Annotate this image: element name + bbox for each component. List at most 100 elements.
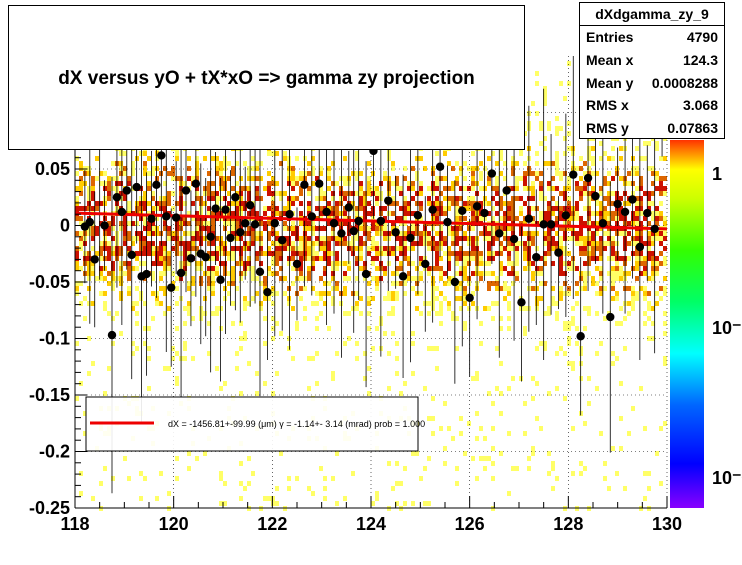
hist-cell: [215, 166, 219, 171]
hist-cell: [307, 201, 311, 206]
hist-cell: [507, 226, 511, 231]
hist-cell: [343, 191, 347, 196]
hist-cell: [79, 186, 83, 191]
hist-cell: [411, 226, 415, 231]
hist-cell: [355, 176, 359, 181]
hist-cell: [215, 191, 219, 196]
hist-cell: [275, 231, 279, 236]
hist-cell: [599, 201, 603, 206]
hist-cell: [483, 236, 487, 241]
hist-cell: [83, 431, 87, 436]
hist-cell: [183, 241, 187, 246]
hist-cell: [163, 181, 167, 186]
hist-cell: [555, 476, 559, 481]
hist-cell: [547, 246, 551, 251]
hist-cell: [487, 251, 491, 256]
hist-cell: [515, 161, 519, 166]
hist-cell: [491, 231, 495, 236]
hist-cell: [163, 311, 167, 316]
hist-cell: [619, 321, 623, 326]
hist-cell: [239, 246, 243, 251]
hist-cell: [611, 351, 615, 356]
hist-cell: [635, 241, 639, 246]
hist-cell: [611, 211, 615, 216]
hist-cell: [79, 221, 83, 226]
hist-cell: [251, 211, 255, 216]
hist-cell: [87, 266, 91, 271]
hist-cell: [91, 266, 95, 271]
hist-cell: [419, 181, 423, 186]
hist-cell: [327, 241, 331, 246]
hist-cell: [651, 216, 655, 221]
hist-cell: [187, 306, 191, 311]
hist-cell: [231, 231, 235, 236]
hist-cell: [659, 251, 663, 256]
hist-cell: [191, 281, 195, 286]
hist-cell: [651, 261, 655, 266]
hist-cell: [595, 171, 599, 176]
hist-cell: [587, 311, 591, 316]
hist-cell: [319, 196, 323, 201]
hist-cell: [239, 256, 243, 261]
hist-cell: [639, 156, 643, 161]
y-tick-label: 0.05: [35, 159, 70, 179]
hist-cell: [511, 376, 515, 381]
hist-cell: [619, 446, 623, 451]
hist-cell: [395, 201, 399, 206]
hist-cell: [631, 406, 635, 411]
hist-cell: [123, 216, 127, 221]
hist-cell: [587, 251, 591, 256]
hist-cell: [291, 306, 295, 311]
hist-cell: [215, 246, 219, 251]
hist-cell: [507, 291, 511, 296]
hist-cell: [635, 171, 639, 176]
hist-cell: [143, 196, 147, 201]
hist-cell: [235, 261, 239, 266]
colorbar-label-2: 10⁻¹: [712, 318, 742, 338]
hist-cell: [375, 251, 379, 256]
hist-cell: [79, 191, 83, 196]
hist-cell: [523, 266, 527, 271]
hist-cell: [559, 241, 563, 246]
hist-cell: [543, 341, 547, 346]
hist-cell: [523, 161, 527, 166]
hist-cell: [599, 266, 603, 271]
hist-cell: [607, 211, 611, 216]
hist-cell: [611, 446, 615, 451]
hist-cell: [511, 241, 515, 246]
hist-cell: [275, 321, 279, 326]
hist-cell: [87, 301, 91, 306]
hist-cell: [351, 206, 355, 211]
hist-cell: [279, 256, 283, 261]
hist-cell: [171, 171, 175, 176]
hist-cell: [151, 226, 155, 231]
hist-cell: [359, 256, 363, 261]
hist-cell: [327, 201, 331, 206]
hist-cell: [167, 236, 171, 241]
hist-cell: [99, 171, 103, 176]
hist-cell: [647, 336, 651, 341]
data-point: [376, 216, 386, 226]
hist-cell: [503, 286, 507, 291]
hist-cell: [559, 296, 563, 301]
hist-cell: [239, 176, 243, 181]
hist-cell: [375, 226, 379, 231]
hist-cell: [215, 306, 219, 311]
hist-cell: [167, 171, 171, 176]
hist-cell: [543, 281, 547, 286]
hist-cell: [543, 96, 547, 101]
hist-cell: [183, 261, 187, 266]
hist-cell: [263, 221, 267, 226]
hist-cell: [455, 466, 459, 471]
hist-cell: [111, 341, 115, 346]
hist-cell: [167, 256, 171, 261]
hist-cell: [435, 261, 439, 266]
hist-cell: [567, 146, 571, 151]
hist-cell: [75, 261, 79, 266]
hist-cell: [491, 256, 495, 261]
hist-cell: [491, 316, 495, 321]
hist-cell: [203, 271, 207, 276]
hist-cell: [523, 326, 527, 331]
hist-cell: [143, 191, 147, 196]
hist-cell: [307, 266, 311, 271]
